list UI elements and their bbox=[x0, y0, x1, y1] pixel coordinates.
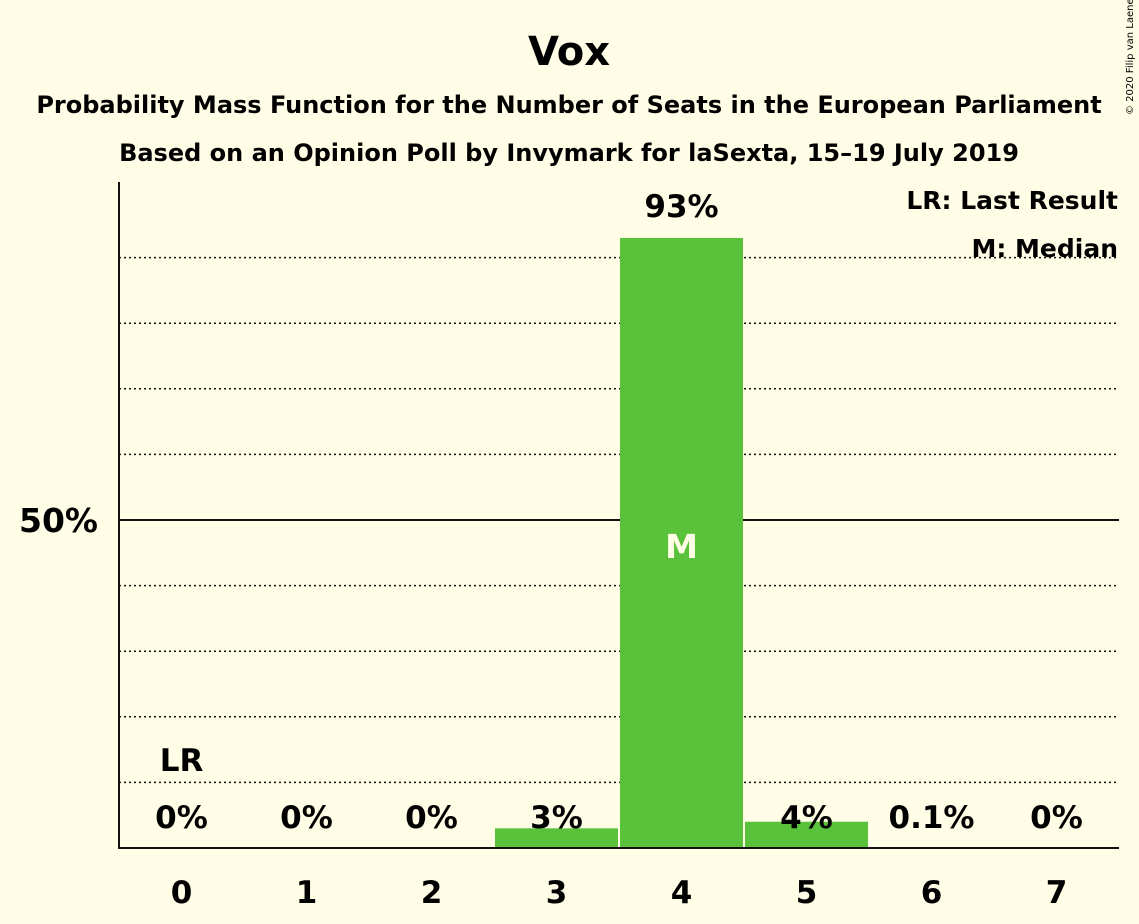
data-labels: 0% 0% 0% 3% 93% 4% 0.1% 0% M LR bbox=[155, 189, 1083, 836]
data-label-7: 0% bbox=[1030, 800, 1083, 836]
bar-4 bbox=[620, 237, 743, 849]
y-tick-label: 50% bbox=[19, 501, 98, 540]
x-tick-label: 1 bbox=[296, 875, 318, 911]
bar-5 bbox=[745, 821, 868, 848]
chart-subtitle-2: Based on an Opinion Poll by Invymark for… bbox=[119, 139, 1019, 167]
data-label-5: 4% bbox=[780, 800, 833, 836]
x-tick-label: 6 bbox=[921, 875, 943, 911]
last-result-marker: LR bbox=[160, 743, 204, 779]
x-tick-label: 2 bbox=[421, 875, 443, 911]
x-tick-label: 4 bbox=[671, 875, 693, 911]
x-tick-label: 5 bbox=[796, 875, 818, 911]
data-label-4: 93% bbox=[644, 189, 718, 225]
data-label-1: 0% bbox=[280, 800, 333, 836]
x-tick-label: 7 bbox=[1046, 875, 1068, 911]
bar-3 bbox=[495, 828, 618, 848]
data-label-6: 0.1% bbox=[889, 800, 975, 836]
y-tick-labels: 50% bbox=[19, 501, 98, 540]
median-marker: M bbox=[665, 527, 698, 566]
data-label-3: 3% bbox=[530, 800, 583, 836]
chart-title: Vox bbox=[528, 29, 610, 75]
legend-median: M: Median bbox=[971, 234, 1118, 263]
x-tick-label: 3 bbox=[546, 875, 568, 911]
bars bbox=[495, 237, 993, 849]
x-tick-label: 0 bbox=[171, 875, 193, 911]
copyright-note: © 2020 Filip van Laenen bbox=[1125, 0, 1136, 115]
gridlines bbox=[119, 256, 1119, 784]
chart-subtitle-1: Probability Mass Function for the Number… bbox=[36, 91, 1101, 119]
data-label-2: 0% bbox=[405, 800, 458, 836]
data-label-0: 0% bbox=[155, 800, 208, 836]
x-tick-labels: 0 1 2 3 4 5 6 7 bbox=[171, 875, 1068, 911]
legend-last-result: LR: Last Result bbox=[906, 186, 1118, 215]
